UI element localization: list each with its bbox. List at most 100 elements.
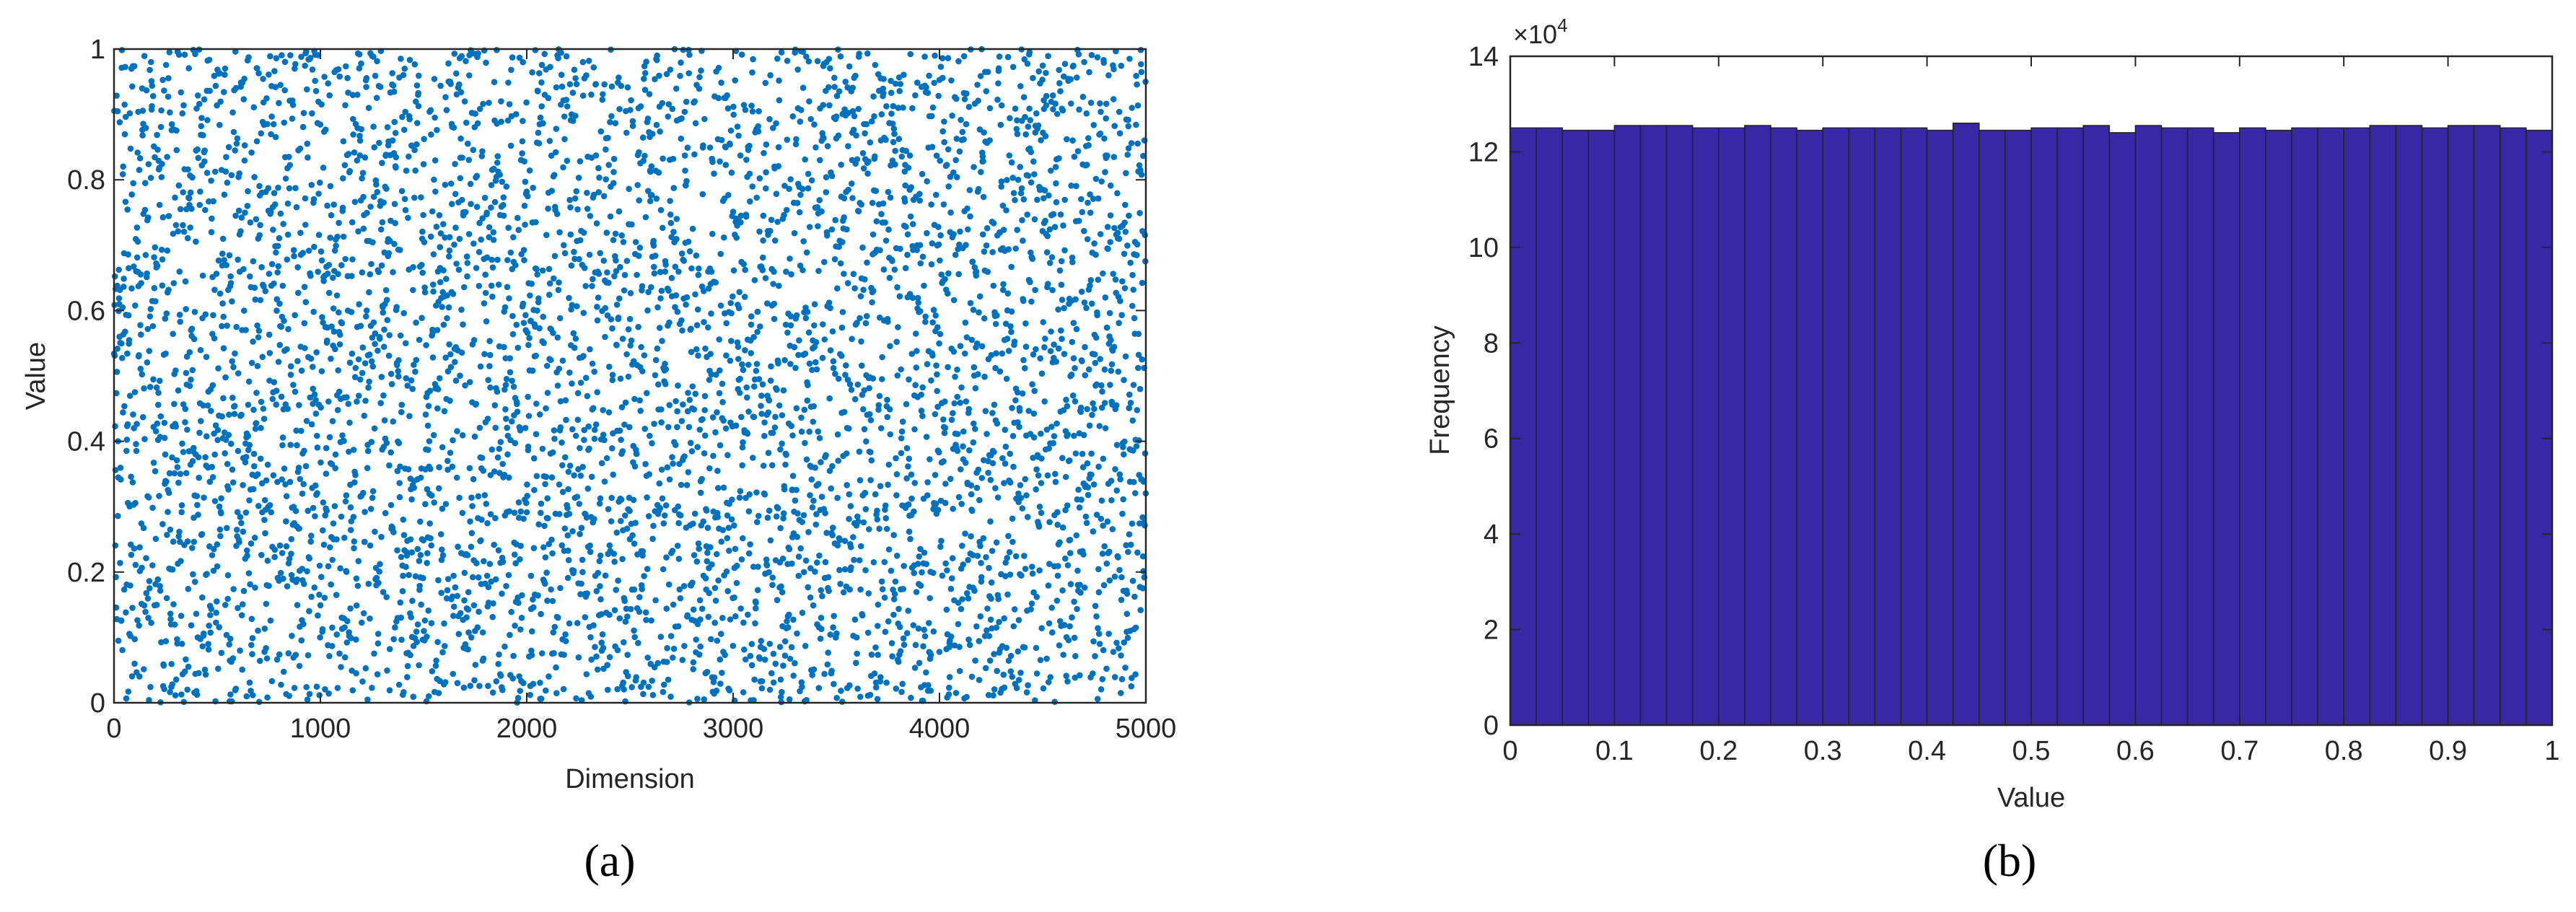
scatter-point <box>141 436 148 442</box>
scatter-point <box>204 402 211 409</box>
scatter-point <box>144 270 150 277</box>
scatter-point <box>176 312 183 318</box>
scatter-point <box>500 212 507 219</box>
scatter-point <box>476 424 483 431</box>
scatter-point <box>1054 572 1061 579</box>
scatter-point <box>1002 443 1009 450</box>
scatter-point <box>402 206 409 214</box>
scatter-point <box>306 690 313 698</box>
scatter-point <box>370 123 377 130</box>
scatter-point <box>380 392 387 399</box>
scatter-point <box>603 176 609 183</box>
scatter-point <box>268 260 276 268</box>
scatter-point <box>965 103 973 110</box>
scatter-point <box>854 381 862 388</box>
scatter-point <box>450 124 457 131</box>
scatter-point <box>481 492 489 499</box>
scatter-point <box>1051 698 1058 705</box>
scatter-point <box>1043 92 1050 100</box>
scatter-point <box>719 527 727 533</box>
scatter-point <box>168 661 175 667</box>
scatter-point <box>1012 397 1019 404</box>
scatter-point <box>999 350 1006 357</box>
scatter-point <box>551 623 558 631</box>
scatter-point <box>136 673 143 680</box>
scatter-point <box>527 572 535 579</box>
scatter-point <box>422 501 429 507</box>
scatter-point <box>780 387 787 394</box>
scatter-point <box>339 204 346 211</box>
scatter-point <box>321 595 328 601</box>
scatter-point <box>261 517 268 523</box>
scatter-point <box>986 657 994 664</box>
scatter-point <box>717 367 723 374</box>
scatter-point <box>1086 422 1093 429</box>
scatter-point <box>335 367 342 374</box>
scatter-point <box>367 203 374 210</box>
scatter-point <box>1101 366 1108 373</box>
scatter-point <box>935 224 942 230</box>
scatter-point <box>856 557 863 564</box>
scatter-point <box>226 411 232 418</box>
scatter-point <box>491 402 499 408</box>
scatter-point <box>432 188 439 195</box>
scatter-point <box>968 336 976 343</box>
scatter-point <box>275 184 281 191</box>
scatter-point <box>278 681 284 688</box>
scatter-point <box>639 586 645 592</box>
scatter-point <box>617 375 624 382</box>
scatter-point <box>327 183 334 190</box>
scatter-point <box>183 306 189 312</box>
scatter-point <box>421 617 429 624</box>
scatter-point <box>550 330 556 336</box>
scatter-point <box>991 449 997 455</box>
scatter-point <box>993 350 999 357</box>
scatter-point <box>569 89 577 96</box>
scatter-point <box>909 221 916 227</box>
scatter-point <box>959 543 965 549</box>
scatter-point <box>465 140 471 147</box>
scatter-point <box>229 358 236 365</box>
scatter-point <box>315 268 322 276</box>
scatter-point <box>969 507 976 514</box>
scatter-point <box>1108 367 1115 374</box>
scatter-point <box>263 477 270 484</box>
scatter-point <box>301 320 308 327</box>
scatter-point <box>623 129 630 136</box>
scatter-point <box>695 352 701 359</box>
scatter-point <box>469 503 476 509</box>
scatter-point <box>1032 286 1038 294</box>
scatter-point <box>1030 351 1037 358</box>
scatter-point <box>778 49 785 56</box>
scatter-point <box>1100 646 1107 654</box>
scatter-point <box>795 572 802 579</box>
scatter-point <box>152 535 159 543</box>
scatter-point <box>657 206 665 214</box>
scatter-point <box>157 377 163 385</box>
scatter-point <box>908 184 914 190</box>
scatter-point <box>452 359 458 366</box>
scatter-point <box>455 631 463 637</box>
scatter-point <box>126 110 133 117</box>
scatter-point <box>336 73 343 80</box>
scatter-point <box>1062 555 1069 562</box>
scatter-point <box>848 564 854 571</box>
scatter-point <box>737 152 744 159</box>
scatter-point <box>540 313 546 320</box>
scatter-point <box>442 181 449 188</box>
scatter-point <box>395 373 402 380</box>
scatter-point <box>331 503 338 509</box>
scatter-point <box>889 120 896 127</box>
scatter-point <box>966 447 973 454</box>
scatter-point <box>746 491 753 498</box>
scatter-point <box>667 693 674 700</box>
scatter-point <box>405 214 411 222</box>
scatter-point <box>523 509 530 516</box>
scatter-point <box>909 294 916 302</box>
scatter-point <box>365 105 372 111</box>
scatter-point <box>1087 209 1094 216</box>
scatter-point <box>557 424 564 431</box>
scatter-point <box>314 444 321 451</box>
scatter-point <box>890 596 898 602</box>
scatter-point <box>362 398 369 404</box>
